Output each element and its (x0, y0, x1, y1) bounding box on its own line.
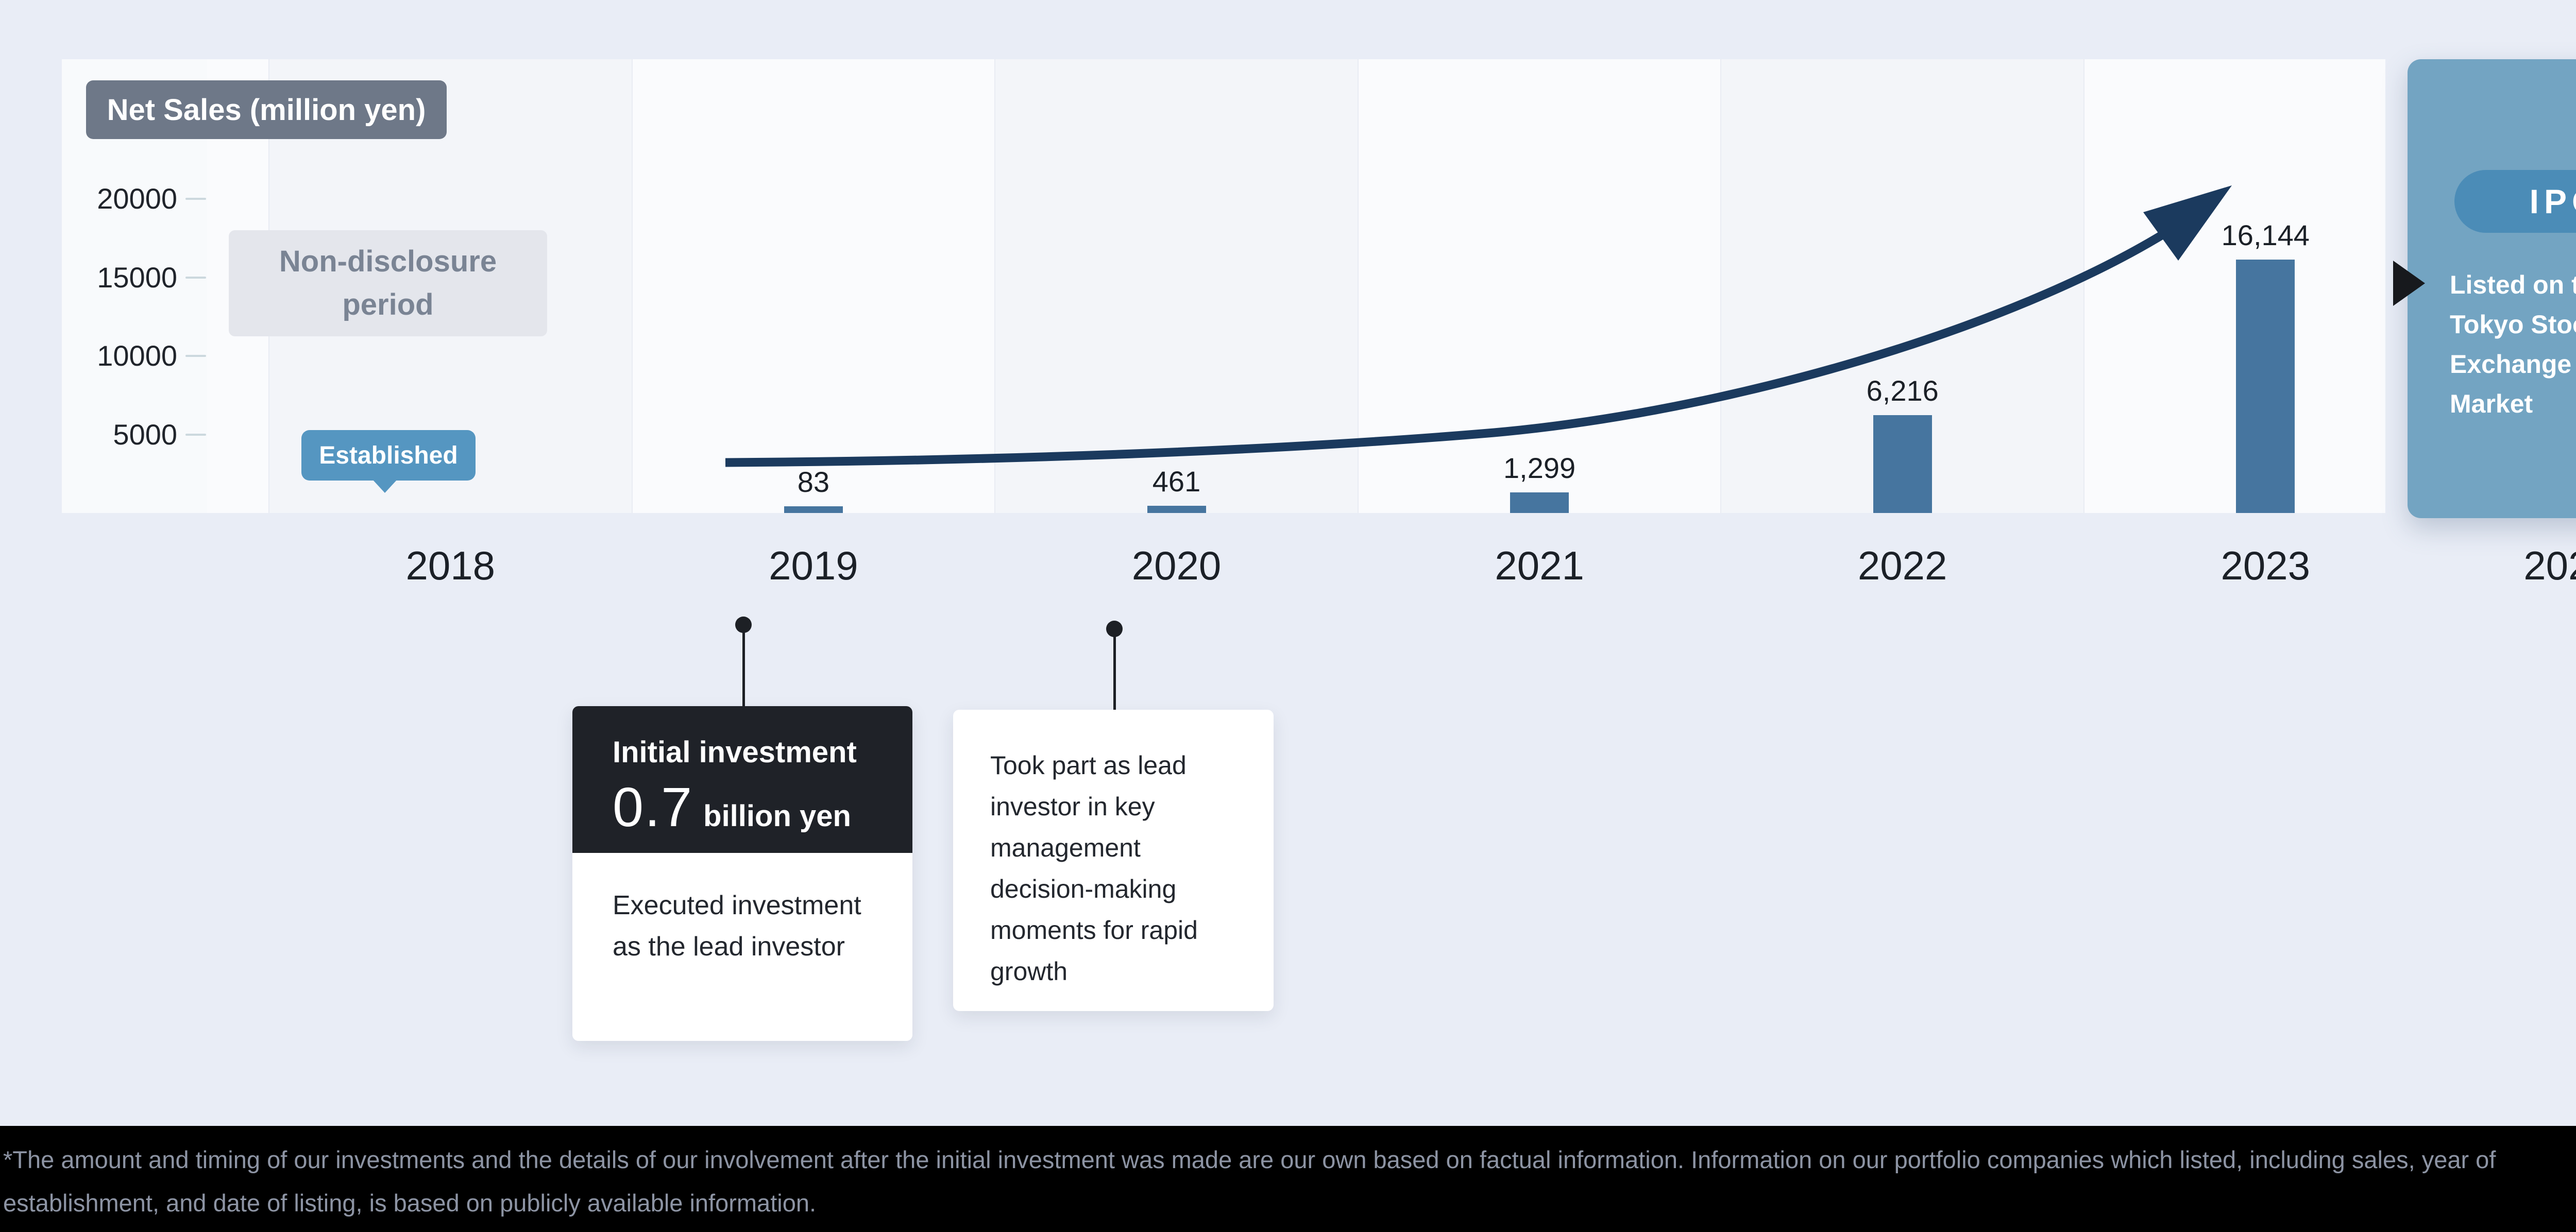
established-pointer-icon (372, 480, 397, 493)
y-tick-label: 5000 (113, 418, 177, 451)
ipo-description-line: Exchange Growth (2450, 350, 2576, 379)
callout-initial-investment: Initial investment 0.7 billion yen Execu… (572, 706, 912, 1041)
y-tick-mark (185, 433, 206, 436)
y-tick-label: 15000 (97, 261, 177, 294)
footnote-line2: establishment, and date of listing, is b… (3, 1189, 817, 1217)
footnote-line1: *The amount and timing of our investment… (3, 1146, 2496, 1173)
bar-2021 (1510, 492, 1569, 513)
ipo-pointer-icon (2393, 261, 2425, 306)
established-label: Established (319, 441, 458, 469)
ipo-description: Listed on the Tokyo Stock Exchange Growth M… (2450, 265, 2576, 424)
ipo-pill-badge: IPO (2454, 170, 2576, 233)
non-disclosure-box: Non-disclosure period (229, 230, 547, 336)
y-tick-label: 10000 (97, 339, 177, 372)
ipo-pill-label: IPO (2529, 182, 2576, 220)
bar-2020 (1147, 505, 1206, 513)
year-label-2019: 2019 (769, 543, 858, 588)
year-label-2021: 2021 (1495, 543, 1584, 588)
year-label-2023: 2023 (2221, 543, 2311, 588)
year-label-2018: 2018 (405, 543, 496, 588)
established-badge: Established (301, 430, 476, 481)
initial-investment-title: Initial investment (613, 735, 857, 769)
callout-lead-investor: Took part as lead investor in key manage… (953, 710, 1274, 1011)
callout-initial-investment-body: Executed investment as the lead investor (572, 853, 912, 1041)
bar-value-2019: 83 (797, 466, 830, 498)
year-label-2020: 2020 (1131, 543, 1222, 588)
bar-value-2021: 1,299 (1503, 452, 1576, 485)
bar-2019 (784, 506, 843, 513)
bar-value-2023: 16,144 (2221, 218, 2310, 251)
non-disclosure-line1: Non-disclosure (279, 245, 497, 278)
y-tick-mark (185, 355, 206, 357)
y-tick-mark (185, 276, 206, 279)
connector-line-2019 (742, 630, 745, 708)
connector-dot-2020 (1106, 621, 1123, 637)
y-tick-mark (185, 198, 206, 200)
year-label-2024: 2024 (2523, 543, 2576, 588)
chart-title-badge: Net Sales (million yen) (86, 80, 447, 139)
column-gridline (1720, 59, 1722, 513)
column-gridline (2083, 59, 2084, 513)
footnote-bar: *The amount and timing of our investment… (0, 1126, 2576, 1232)
year-label-2022: 2022 (1857, 543, 1947, 588)
chart-title: Net Sales (million yen) (107, 93, 426, 127)
bar-2022 (1873, 415, 1932, 513)
connector-line-2020 (1113, 635, 1116, 710)
initial-investment-value: 0.7 (613, 776, 693, 838)
column-gridline (994, 59, 996, 513)
column-stripe-2020 (995, 59, 1358, 513)
connector-dot-2019 (735, 617, 752, 633)
column-gridline (631, 59, 633, 513)
bar-value-2022: 6,216 (1866, 374, 1939, 407)
ipo-description-line: Market (2450, 389, 2533, 418)
ipo-panel: IPO Listed on the Tokyo Stock Exchange Gro… (2408, 59, 2576, 518)
bar-2023 (2236, 259, 2295, 513)
initial-investment-unit: billion yen (703, 799, 851, 833)
column-gridline (1357, 59, 1359, 513)
non-disclosure-line2: period (342, 288, 434, 321)
ipo-description-line: Tokyo Stock (2450, 310, 2576, 339)
callout-initial-investment-header: Initial investment 0.7 billion yen (572, 706, 912, 853)
bar-value-2020: 461 (1152, 465, 1201, 498)
y-tick-label: 20000 (97, 182, 177, 215)
ipo-description-line: Listed on the (2450, 270, 2576, 299)
